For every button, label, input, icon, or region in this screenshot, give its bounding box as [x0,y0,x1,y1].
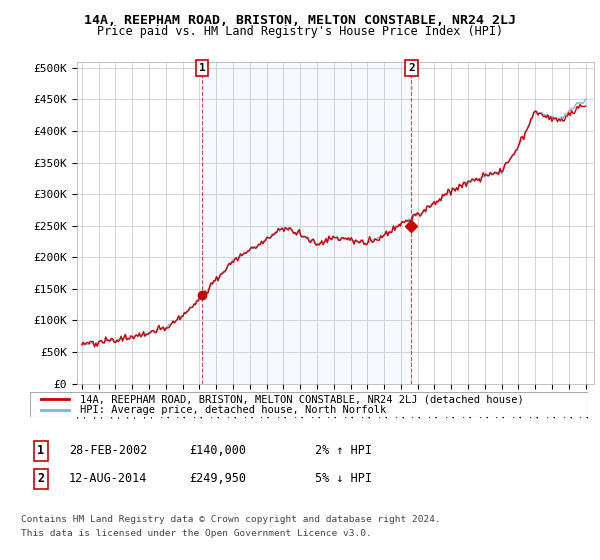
Text: HPI: Average price, detached house, North Norfolk: HPI: Average price, detached house, Nort… [80,405,386,415]
Text: 1: 1 [37,444,44,458]
Text: Price paid vs. HM Land Registry's House Price Index (HPI): Price paid vs. HM Land Registry's House … [97,25,503,38]
Text: 2: 2 [37,472,44,486]
Text: 14A, REEPHAM ROAD, BRISTON, MELTON CONSTABLE, NR24 2LJ: 14A, REEPHAM ROAD, BRISTON, MELTON CONST… [84,14,516,27]
Text: £249,950: £249,950 [189,472,246,486]
Text: 28-FEB-2002: 28-FEB-2002 [69,444,148,458]
Text: Contains HM Land Registry data © Crown copyright and database right 2024.: Contains HM Land Registry data © Crown c… [21,515,441,524]
Text: 5% ↓ HPI: 5% ↓ HPI [315,472,372,486]
Text: 2: 2 [408,63,415,73]
Text: This data is licensed under the Open Government Licence v3.0.: This data is licensed under the Open Gov… [21,529,372,538]
FancyBboxPatch shape [30,392,588,417]
Text: 12-AUG-2014: 12-AUG-2014 [69,472,148,486]
Text: 1: 1 [199,63,206,73]
Text: 2% ↑ HPI: 2% ↑ HPI [315,444,372,458]
Bar [202,62,412,384]
Text: £140,000: £140,000 [189,444,246,458]
Text: 14A, REEPHAM ROAD, BRISTON, MELTON CONSTABLE, NR24 2LJ (detached house): 14A, REEPHAM ROAD, BRISTON, MELTON CONST… [80,394,524,404]
